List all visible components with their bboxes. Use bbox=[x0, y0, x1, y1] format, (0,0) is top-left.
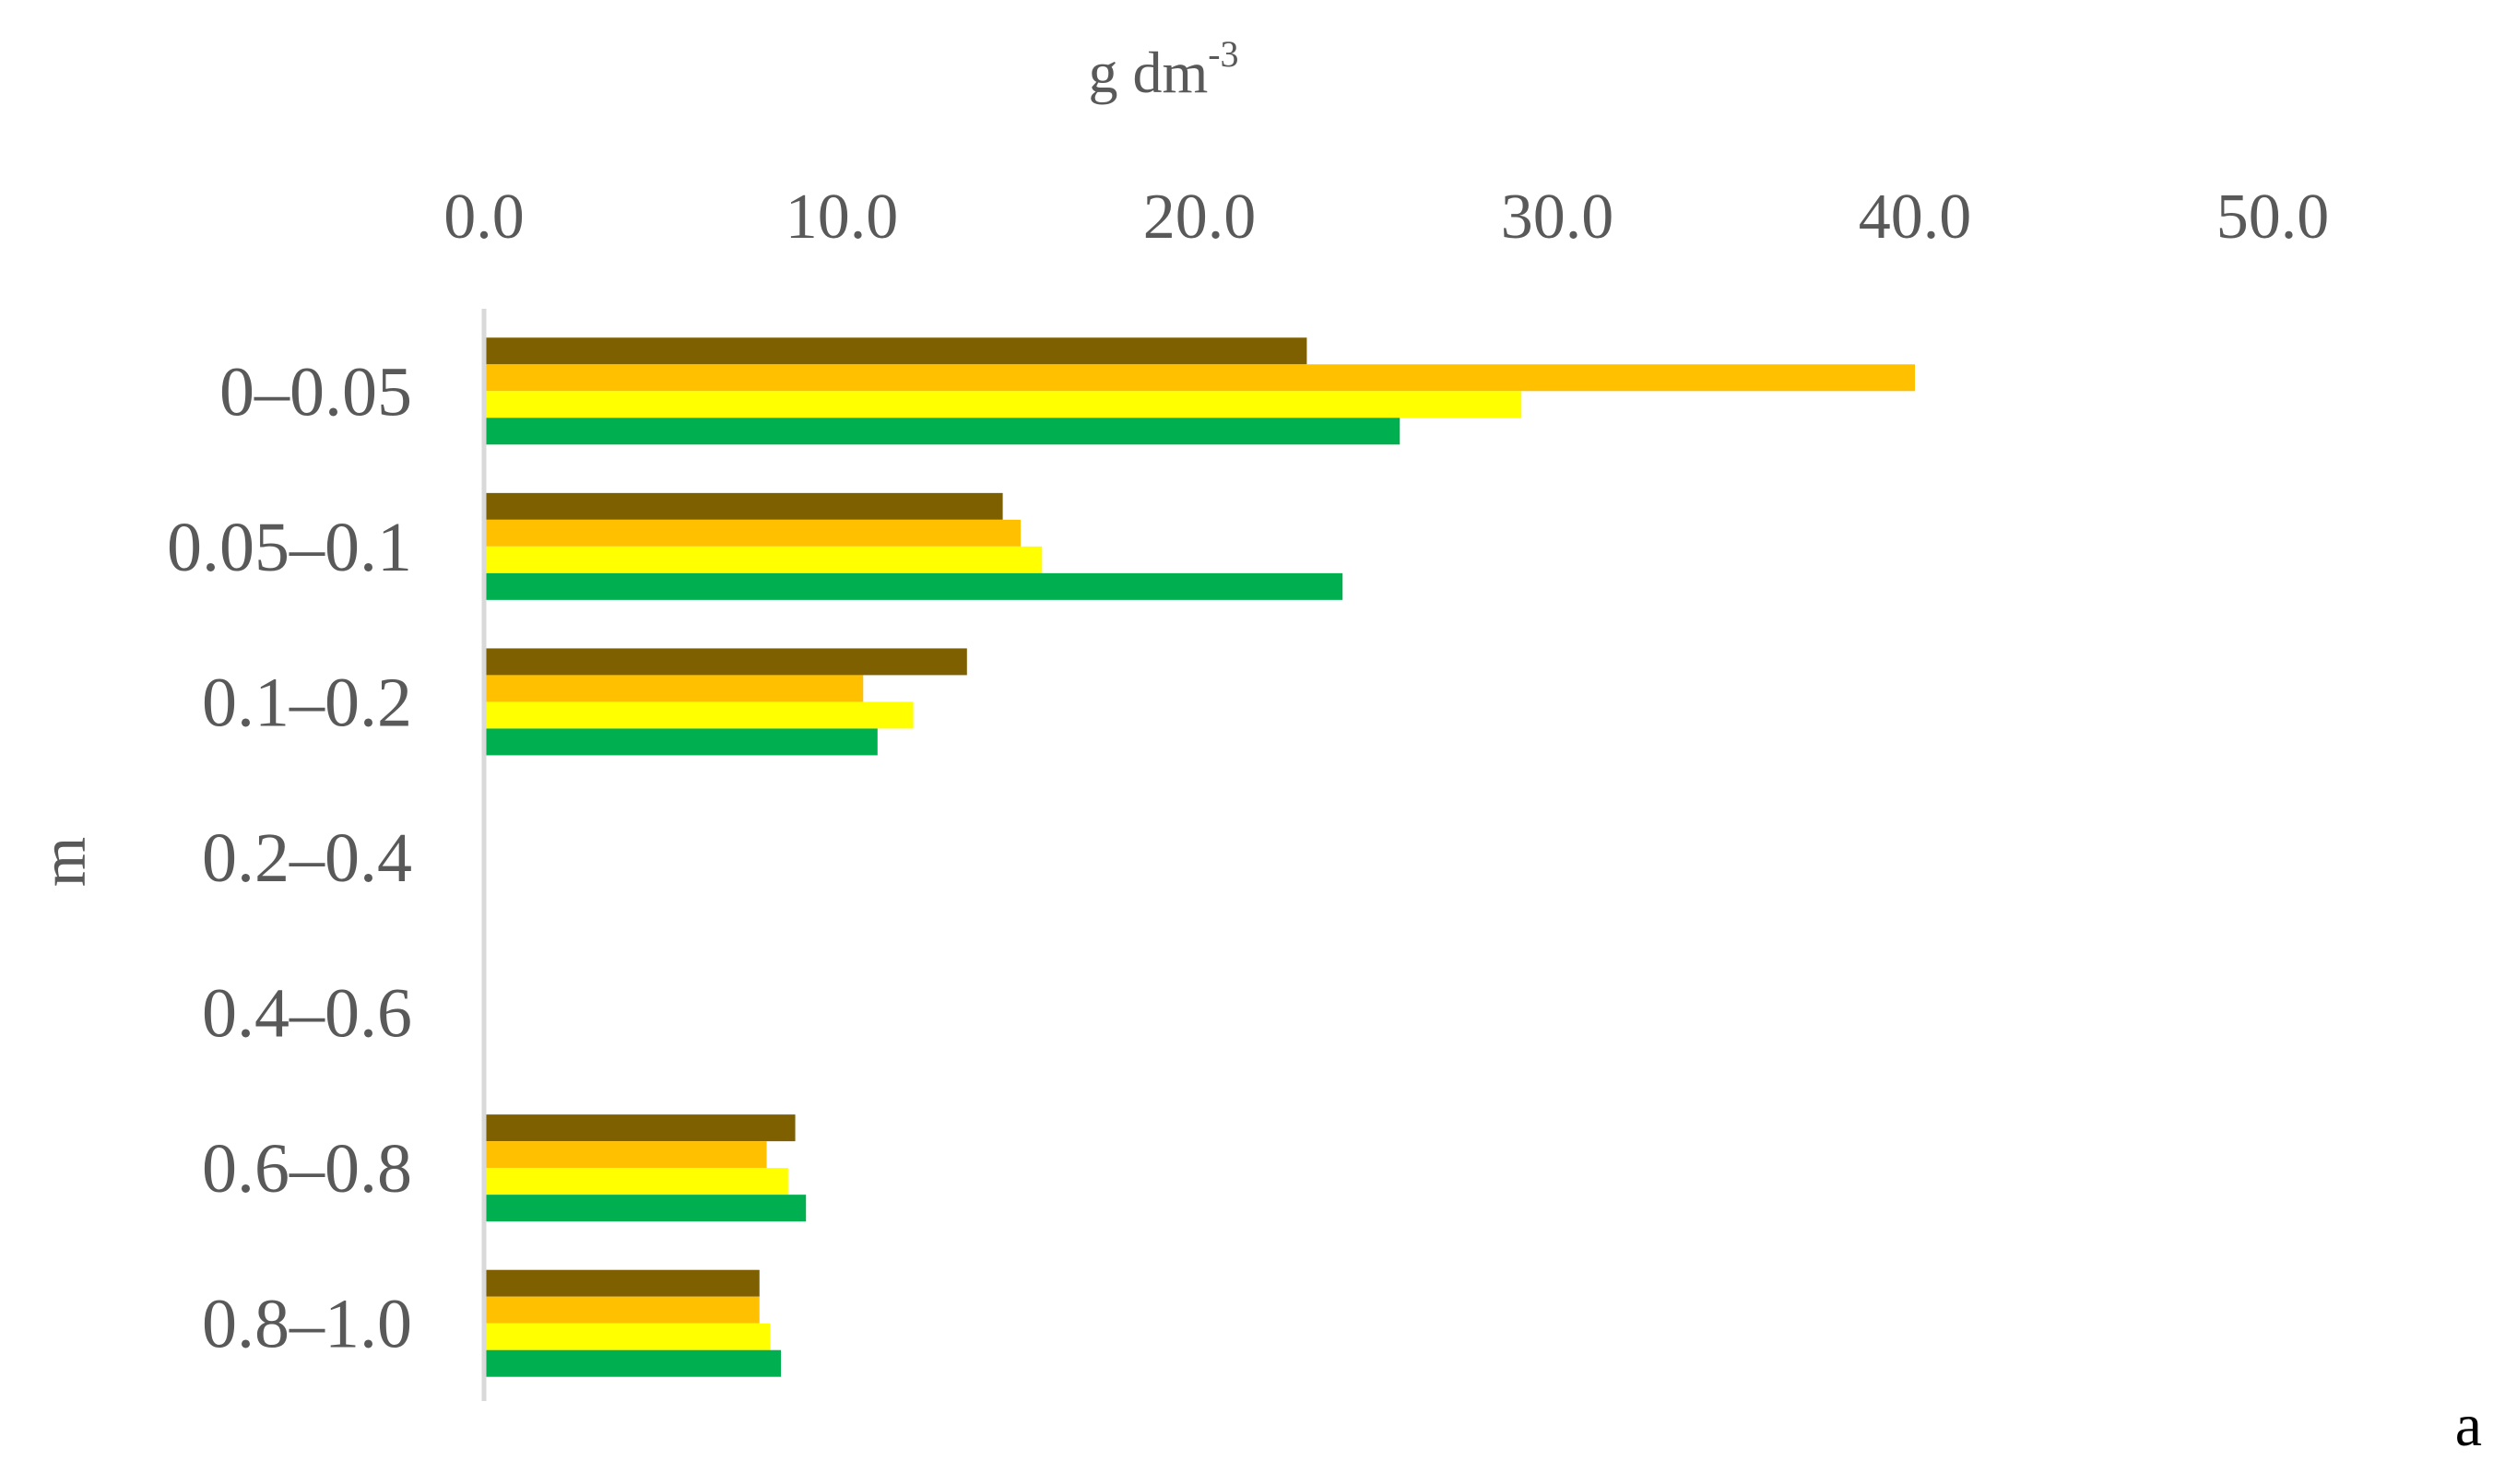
bar bbox=[484, 1195, 807, 1222]
x-axis-title-superscript: -3 bbox=[1208, 33, 1238, 75]
y-tick-label: 0.4–0.6 bbox=[202, 975, 412, 1053]
bar bbox=[484, 1349, 782, 1377]
y-axis-title: m bbox=[29, 837, 100, 887]
x-tick-label: 30.0 bbox=[1501, 182, 1614, 253]
x-tick-label: 50.0 bbox=[2216, 182, 2330, 253]
bar bbox=[484, 1168, 788, 1195]
x-axis-title-base: g dm bbox=[1088, 40, 1208, 105]
bar bbox=[484, 1114, 796, 1142]
bar bbox=[484, 391, 1522, 418]
bars bbox=[484, 337, 1915, 1377]
bar bbox=[484, 1141, 767, 1169]
panel-label: a bbox=[2455, 1392, 2482, 1459]
bar bbox=[484, 1323, 771, 1350]
bar bbox=[484, 418, 1400, 445]
x-axis-title: g dm-3 bbox=[1088, 33, 1238, 105]
bar bbox=[484, 546, 1043, 573]
bar bbox=[484, 1296, 760, 1324]
bar bbox=[484, 492, 1003, 520]
y-tick-label: 0.6–0.8 bbox=[202, 1130, 412, 1207]
bar bbox=[484, 1269, 760, 1297]
bar bbox=[484, 728, 878, 756]
y-tick-label: 0.05–0.1 bbox=[167, 509, 412, 586]
bar bbox=[484, 364, 1915, 392]
x-tick-label: 10.0 bbox=[786, 182, 899, 253]
bar bbox=[484, 337, 1307, 365]
x-axis-ticks: 0.0 10.0 20.0 30.0 40.0 50.0 bbox=[443, 182, 2329, 253]
y-tick-label: 0–0.05 bbox=[219, 353, 412, 430]
x-tick-label: 0.0 bbox=[443, 182, 525, 253]
bar bbox=[484, 572, 1343, 600]
bar bbox=[484, 648, 967, 676]
y-tick-label: 0.8–1.0 bbox=[202, 1286, 412, 1363]
bar bbox=[484, 675, 864, 702]
y-tick-label: 0.2–0.4 bbox=[202, 819, 412, 897]
x-tick-label: 40.0 bbox=[1859, 182, 1972, 253]
y-axis-ticks: 0–0.05 0.05–0.1 0.1–0.2 0.2–0.4 0.4–0.6 0.6–0… bbox=[167, 353, 412, 1362]
y-tick-label: 0.1–0.2 bbox=[202, 664, 412, 741]
x-tick-label: 20.0 bbox=[1143, 182, 1257, 253]
bar bbox=[484, 701, 914, 729]
bar bbox=[484, 519, 1021, 547]
